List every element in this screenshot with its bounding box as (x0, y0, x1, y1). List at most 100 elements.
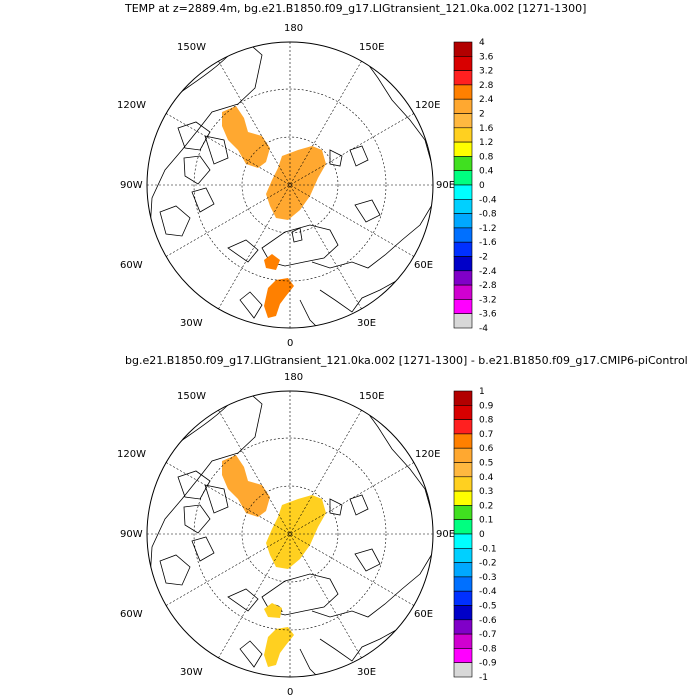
colorbar-box (453, 84, 473, 100)
colorbar-tick-label: -0.2 (479, 559, 497, 569)
colorbar-box (453, 590, 473, 606)
colorbar-tick-label: 3.2 (479, 67, 493, 77)
colorbar-box (453, 156, 473, 171)
lon-label-60e: 60E (414, 609, 433, 620)
colorbar-box (453, 270, 473, 286)
colorbar-box (453, 127, 473, 143)
lon-label-30w: 30W (180, 318, 203, 329)
difference-region-atlantic (264, 627, 294, 667)
panel-1: TEMP at z=2889.4m, bg.e21.B1850.f09_g17.… (117, 2, 586, 349)
colorbar-tick-label: -0.8 (479, 210, 497, 220)
lon-label-120w: 120W (117, 449, 146, 460)
colorbar-box (453, 419, 473, 435)
colorbar-box (453, 633, 473, 649)
lon-label-90w: 90W (120, 180, 143, 191)
lon-label-30w: 30W (180, 667, 203, 678)
colorbar-tick-label: 0.8 (479, 152, 494, 162)
difference-region-edge-1 (150, 615, 166, 633)
colorbar-box (453, 227, 473, 243)
panel-1-lon-labels: 180 150W 150E 120W 120E 90W 90E 60W 60E … (117, 23, 455, 349)
lon-label-150e: 150E (359, 42, 384, 53)
colorbar-tick-label: -2 (479, 253, 488, 263)
colorbar-tick-label: 0.4 (479, 473, 494, 483)
colorbar-box (453, 170, 473, 186)
colorbar-box (453, 447, 473, 463)
colorbar-box (453, 576, 473, 592)
panel-1-boundary (146, 41, 434, 329)
colorbar-box (453, 256, 473, 272)
difference-region-small-1 (264, 603, 282, 618)
lon-label-150w: 150W (177, 391, 206, 402)
lon-label-90e: 90E (436, 529, 455, 540)
panel-1-title: TEMP at z=2889.4m, bg.e21.B1850.f09_g17.… (124, 2, 586, 15)
lon-label-90e: 90E (436, 180, 455, 191)
lon-label-30e: 30E (357, 667, 376, 678)
colorbar-box (453, 299, 473, 314)
colorbar-tick-label: 0.2 (479, 501, 493, 511)
anomaly-region-atlantic (264, 278, 294, 318)
colorbar-tick-label: 0.1 (479, 516, 493, 526)
colorbar-tick-label: -0.4 (479, 587, 497, 597)
colorbar-tick-label: -4 (479, 324, 488, 334)
colorbar-tick-label: -0.4 (479, 195, 497, 205)
colorbar-box (453, 241, 473, 257)
lon-label-60e: 60E (414, 260, 433, 271)
colorbar-box (453, 605, 473, 621)
lon-label-180: 180 (284, 23, 303, 34)
lon-label-90w: 90W (120, 529, 143, 540)
colorbar-box (453, 533, 473, 549)
lon-label-60w: 60W (120, 609, 143, 620)
difference-region-pacific (222, 455, 270, 517)
lon-label-120w: 120W (117, 100, 146, 111)
lon-label-180: 180 (284, 372, 303, 383)
lon-label-30e: 30E (357, 318, 376, 329)
colorbar-tick-label: 1.2 (479, 138, 493, 148)
colorbar-tick-label: -2.8 (479, 281, 497, 291)
panel-2-graticule (147, 391, 433, 677)
colorbar-tick-label: -0.5 (479, 602, 497, 612)
colorbar-tick-label: 2 (479, 110, 485, 120)
panel-2-lon-labels: 180 150W 150E 120W 120E 90W 90E 60W 60E … (117, 372, 455, 698)
colorbar-box (453, 404, 473, 420)
lon-label-150w: 150W (177, 42, 206, 53)
colorbar-tick-label: -0.9 (479, 659, 497, 669)
colorbar-box (453, 547, 473, 563)
colorbar-tick-label: -0.8 (479, 644, 497, 654)
lon-label-0: 0 (287, 338, 293, 349)
colorbar-box (453, 184, 473, 200)
panel-2: bg.e21.B1850.f09_g17.LIGtransient_121.0k… (117, 354, 688, 698)
anomaly-region-edge-1 (148, 266, 164, 282)
colorbar-box (453, 55, 473, 71)
colorbar-box (453, 562, 473, 578)
panel-1-colorbar: 4 3.6 3.2 2.8 2.4 2 1.6 1.2 0.8 0.4 0 -0.4 -0.8 -1.2 -… (453, 38, 497, 334)
colorbar-tick-label: 2.4 (479, 95, 494, 105)
anomaly-region-central (266, 146, 326, 220)
difference-region-central (266, 495, 326, 569)
colorbar-box (453, 284, 473, 300)
colorbar-box (453, 462, 473, 478)
colorbar-box (453, 199, 473, 214)
colorbar-tick-label: -0.3 (479, 573, 497, 583)
colorbar-tick-label: 2.8 (479, 81, 494, 91)
panel-1-graticule (147, 42, 433, 328)
colorbar-tick-label: 0.6 (479, 444, 494, 454)
colorbar-box (453, 98, 473, 114)
colorbar-box (453, 519, 473, 535)
panel-2-colorbar: 1 0.9 0.8 0.7 0.6 0.5 0.4 0.3 0.2 0.1 0 -0.1 -0.2 -0.… (453, 387, 497, 683)
colorbar-tick-label: 0.3 (479, 487, 493, 497)
colorbar-box (453, 619, 473, 635)
colorbar-box (453, 490, 473, 506)
colorbar-tick-label: -0.7 (479, 630, 497, 640)
colorbar-tick-label: 0.9 (479, 401, 494, 411)
colorbar-box (453, 113, 473, 129)
colorbar-tick-label: -1 (479, 673, 488, 683)
lon-label-120e: 120E (415, 100, 440, 111)
colorbar-box (453, 213, 473, 229)
panel-2-map (147, 391, 433, 677)
colorbar-box (453, 41, 473, 57)
anomaly-region-small-1 (264, 254, 280, 270)
lon-label-0: 0 (287, 687, 293, 698)
colorbar-tick-label: 0.4 (479, 167, 494, 177)
colorbar-tick-label: 0 (479, 181, 485, 191)
